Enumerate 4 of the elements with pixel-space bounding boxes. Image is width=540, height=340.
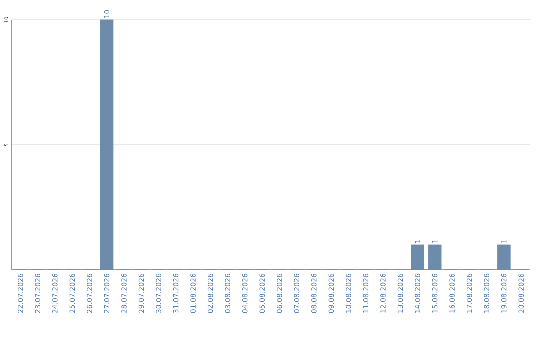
bar (497, 244, 511, 270)
bar (100, 20, 114, 270)
bar (411, 244, 424, 270)
bar (428, 244, 442, 270)
